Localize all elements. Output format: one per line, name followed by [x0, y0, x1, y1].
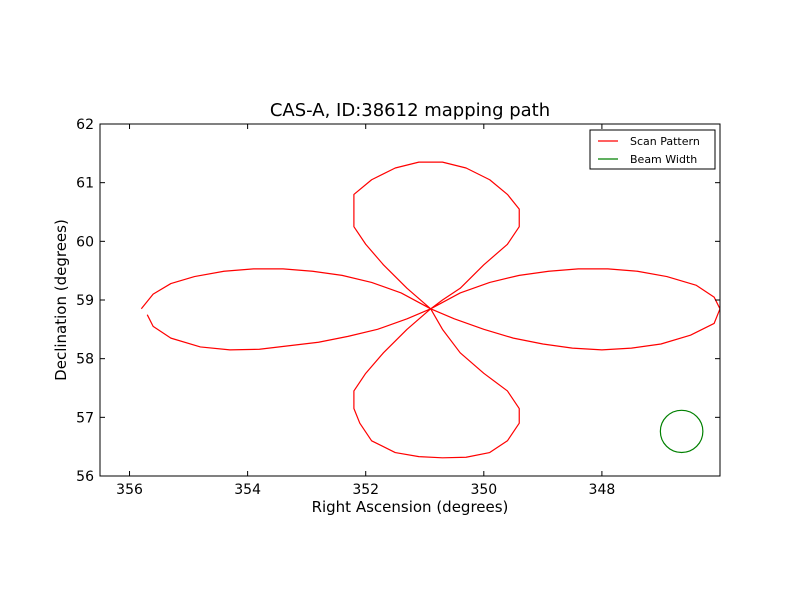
- legend-box: [589, 129, 716, 170]
- y-tick-label: 58: [76, 352, 94, 368]
- y-tick-label: 62: [76, 117, 94, 133]
- y-tick-label: 59: [76, 293, 94, 309]
- series-beam-width-circle: [659, 409, 704, 454]
- y-tick-label: 60: [76, 234, 94, 250]
- y-axis-label: Declination (degrees): [52, 219, 70, 381]
- legend-label-beam-width: Beam Width: [630, 153, 697, 166]
- y-tick-label: 57: [76, 410, 94, 426]
- chart-title: CAS-A, ID:38612 mapping path: [270, 100, 550, 121]
- x-tick-label: 352: [352, 482, 379, 498]
- x-axis-label: Right Ascension (degrees): [312, 498, 509, 516]
- legend-label-scan-pattern: Scan Pattern: [630, 135, 700, 148]
- x-tick-label: 354: [234, 482, 261, 498]
- x-tick-label: 348: [589, 482, 616, 498]
- plot-frame: [99, 123, 721, 477]
- x-tick-label: 350: [470, 482, 497, 498]
- legend: Scan Pattern Beam Width: [589, 129, 716, 170]
- y-tick-label: 56: [76, 469, 94, 485]
- y-tick-label: 61: [76, 176, 94, 192]
- series-scan-pattern-line: [140, 161, 720, 459]
- x-tick-label: 356: [116, 482, 143, 498]
